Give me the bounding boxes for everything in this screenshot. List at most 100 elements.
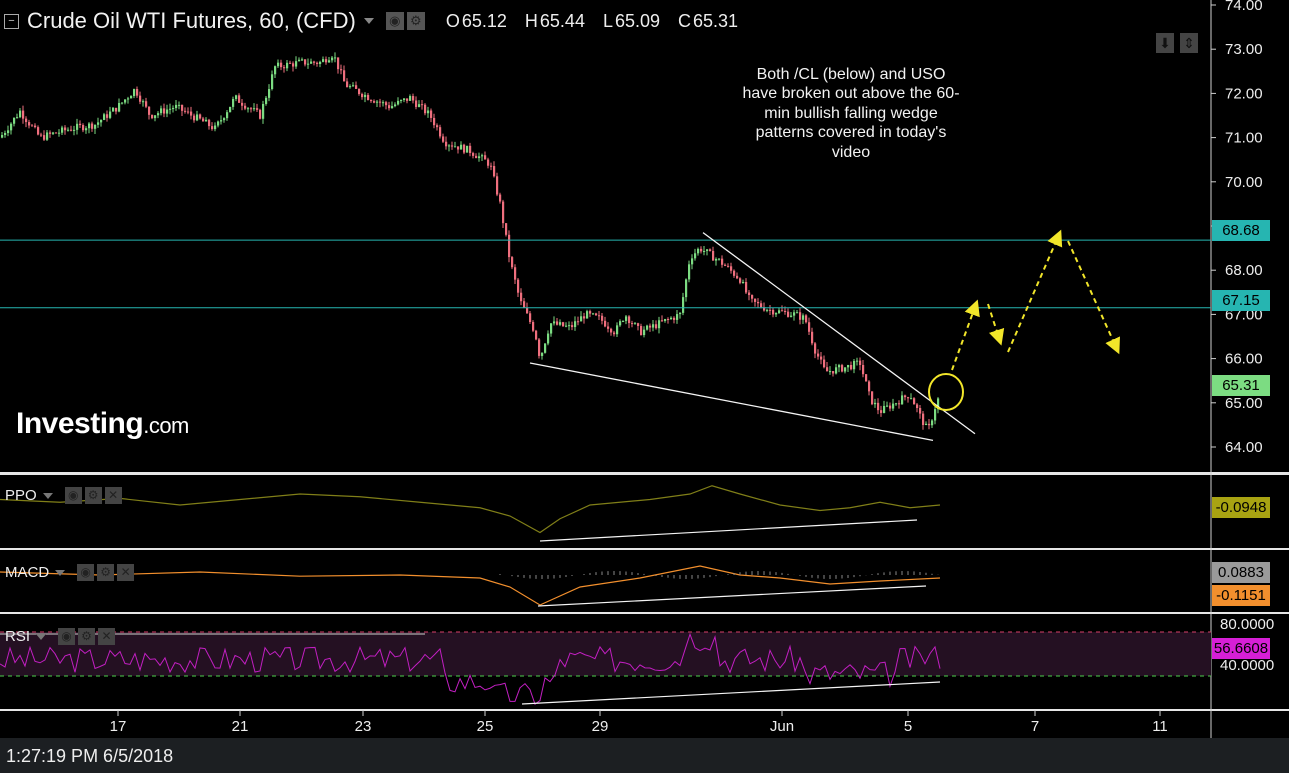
candle-body	[550, 323, 553, 334]
eye-icon[interactable]: ◉	[385, 12, 404, 30]
candle-body	[127, 98, 130, 100]
ohlc-close: C 65.31	[678, 10, 739, 31]
candle-body	[763, 307, 766, 311]
candle-body	[232, 98, 235, 107]
projection-arrow	[987, 303, 1005, 346]
arrow-updown-icon[interactable]: ⇕	[1180, 33, 1198, 53]
candle-body	[142, 101, 145, 103]
candle-body	[928, 423, 931, 426]
candle-body	[544, 343, 547, 353]
close-icon[interactable]: ✕	[117, 564, 135, 581]
candle-body	[43, 135, 46, 140]
gear-icon[interactable]: ⚙	[78, 628, 96, 645]
candle-body	[715, 258, 718, 261]
candle-body	[253, 108, 256, 110]
candle-body	[484, 155, 487, 160]
candle-body	[106, 114, 109, 118]
candle-body	[184, 110, 187, 112]
eye-icon[interactable]: ◉	[64, 487, 82, 504]
candle-body	[613, 332, 616, 335]
candle-body	[385, 102, 388, 106]
price-tick-label: 64.00	[1225, 439, 1263, 456]
x-tick-label: 17	[110, 718, 127, 735]
candle-body	[331, 57, 334, 61]
candle-body	[256, 108, 259, 110]
candle-body	[634, 323, 637, 325]
candle-body	[880, 410, 883, 413]
candle-body	[445, 141, 448, 147]
eye-icon[interactable]: ◉	[77, 564, 95, 581]
ppo-label[interactable]: PPO	[5, 487, 37, 504]
close-icon[interactable]: ✕	[98, 628, 116, 645]
candle-body	[442, 136, 445, 142]
status-bar: 1:27:19 PM 6/5/2018	[0, 738, 1289, 773]
candle-body	[787, 311, 790, 317]
x-tick-label: 7	[1031, 718, 1039, 735]
candle-body	[886, 405, 889, 407]
investing-logo: Investing.com	[16, 407, 189, 440]
candle-body	[208, 119, 211, 127]
candle-body	[22, 110, 25, 119]
candle-body	[91, 123, 94, 129]
candle-body	[925, 423, 928, 426]
candle-body	[391, 106, 394, 109]
eye-icon[interactable]: ◉	[58, 628, 76, 645]
candle-body	[922, 413, 925, 426]
candle-body	[427, 110, 430, 114]
arrow-down-icon[interactable]: ⬇	[1156, 33, 1174, 53]
candle-body	[370, 100, 373, 102]
candle-body	[625, 316, 628, 321]
candle-body	[616, 325, 619, 335]
chevron-down-icon[interactable]	[363, 18, 374, 24]
macd-value-tag: 0.0883	[1212, 562, 1270, 583]
candle-body	[739, 278, 742, 283]
candle-body	[565, 325, 568, 327]
candle-body	[766, 309, 769, 311]
gear-icon[interactable]: ⚙	[97, 564, 115, 581]
candle-body	[784, 310, 787, 312]
candle-body	[490, 165, 493, 167]
macd-label[interactable]: MACD	[5, 564, 50, 581]
candle-body	[7, 130, 10, 134]
candle-body	[397, 100, 400, 105]
candle-body	[31, 125, 34, 127]
candle-body	[154, 115, 157, 119]
candle-body	[25, 118, 28, 123]
candle-body	[664, 319, 667, 321]
candle-body	[493, 166, 496, 177]
candle-body	[70, 129, 73, 131]
candle-body	[424, 104, 427, 114]
candle-body	[118, 102, 121, 112]
candle-body	[388, 105, 391, 109]
symbol-title[interactable]: Crude Oil WTI Futures, 60, (CFD)	[27, 8, 356, 33]
candle-body	[877, 402, 880, 411]
chevron-down-icon[interactable]	[42, 492, 53, 499]
candle-body	[301, 59, 304, 61]
candle-body	[607, 326, 610, 329]
candle-body	[304, 59, 307, 65]
candle-body	[322, 59, 325, 62]
rsi-label[interactable]: RSI	[5, 628, 31, 645]
close-icon[interactable]: ✕	[104, 487, 122, 504]
x-tick-label: 25	[477, 718, 494, 735]
gear-icon[interactable]: ⚙	[406, 12, 425, 30]
chevron-down-icon[interactable]	[55, 569, 66, 576]
candle-body	[568, 325, 571, 327]
candle-body	[379, 101, 382, 103]
candle-body	[352, 85, 355, 87]
chart-header: − Crude Oil WTI Futures, 60, (CFD) ◉ ⚙ O…	[4, 6, 738, 36]
candle-body	[265, 97, 268, 104]
candle-body	[655, 324, 658, 329]
price-tick-label: 73.00	[1225, 41, 1263, 58]
candle-body	[274, 66, 277, 75]
collapse-icon[interactable]: −	[4, 13, 19, 29]
candle-body	[583, 316, 586, 319]
candle-body	[574, 321, 577, 328]
candle-body	[247, 108, 250, 110]
candle-body	[145, 101, 148, 107]
chevron-down-icon[interactable]	[36, 633, 47, 640]
gear-icon[interactable]: ⚙	[84, 487, 102, 504]
price-tick-label: 71.00	[1225, 130, 1263, 147]
candle-body	[181, 104, 184, 111]
